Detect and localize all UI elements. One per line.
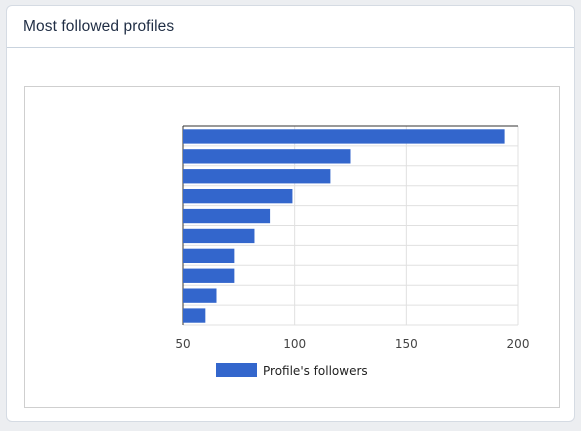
legend-label: Profile's followers bbox=[263, 364, 368, 378]
bar bbox=[183, 169, 331, 184]
x-tick-label: 150 bbox=[395, 337, 418, 351]
card-title: Most followed profiles bbox=[23, 18, 175, 35]
bar bbox=[183, 308, 206, 323]
bar bbox=[183, 208, 271, 224]
bar bbox=[183, 268, 235, 283]
x-tick-label: 200 bbox=[507, 337, 530, 351]
legend-swatch bbox=[216, 363, 257, 377]
bar bbox=[183, 248, 235, 264]
bar bbox=[183, 288, 217, 303]
x-tick-label: 50 bbox=[175, 337, 190, 351]
bar bbox=[183, 188, 293, 204]
bar bbox=[183, 129, 505, 144]
bar bbox=[183, 149, 351, 164]
x-tick-label: 100 bbox=[283, 337, 306, 351]
bar bbox=[183, 228, 255, 244]
card-header: Most followed profiles bbox=[7, 6, 574, 48]
